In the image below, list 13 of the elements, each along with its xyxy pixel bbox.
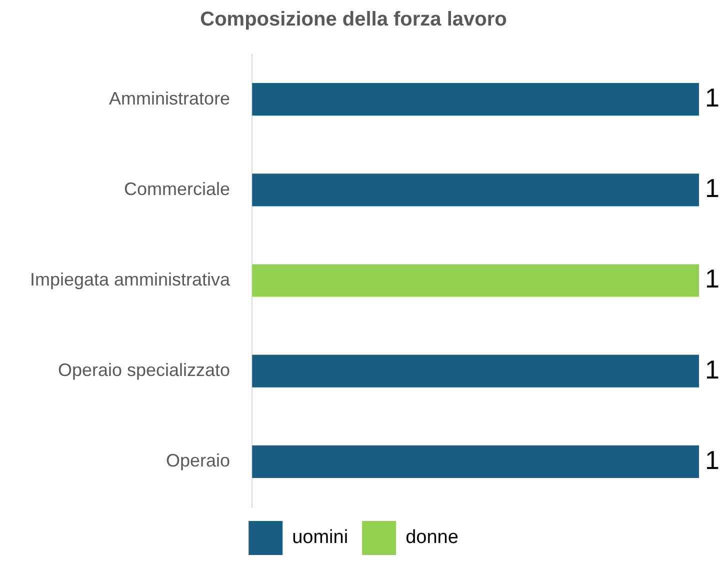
y-tick-label: Operaio specializzato xyxy=(58,360,230,380)
legend-label: uomini xyxy=(292,527,348,548)
y-tick-label: Impiegata amministrativa xyxy=(30,269,232,290)
legend-label: donne xyxy=(406,527,458,548)
data-label: 1 xyxy=(705,354,720,384)
y-tick-label: Operaio xyxy=(166,450,230,471)
y-tick-label: Commerciale xyxy=(124,178,230,199)
data-label: 1 xyxy=(705,173,720,204)
chart-title: Composizione della forza lavoro xyxy=(200,8,507,31)
data-label: 1 xyxy=(705,82,720,112)
data-label: 1 xyxy=(705,264,720,294)
data-label: 1 xyxy=(705,444,720,475)
y-tick-label: Amministratore xyxy=(109,88,230,108)
